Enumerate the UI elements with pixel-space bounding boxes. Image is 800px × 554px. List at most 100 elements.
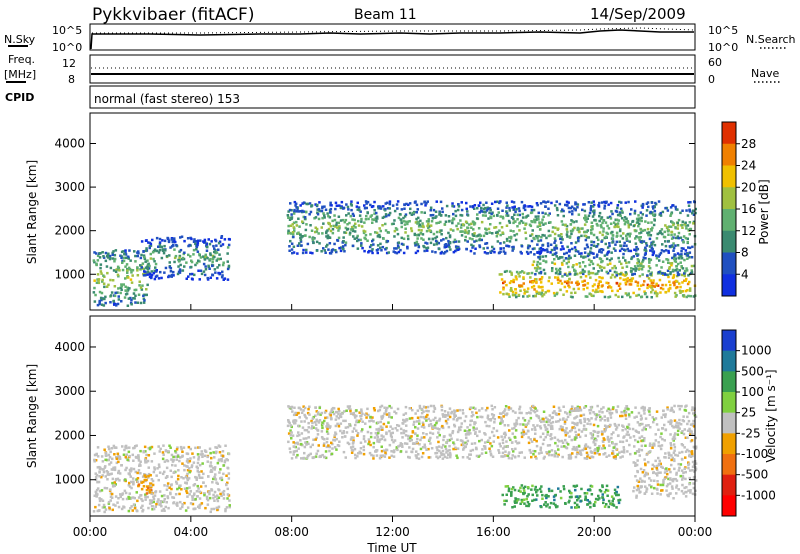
colorbar-segment <box>722 209 736 232</box>
echo-cell <box>349 214 352 218</box>
echo-cell <box>555 292 559 296</box>
echo-cell <box>95 262 98 265</box>
echo-cell <box>329 225 333 228</box>
echo-cell <box>179 456 182 459</box>
echo-cell <box>211 264 214 268</box>
echo-cell <box>410 229 414 233</box>
echo-cell <box>657 255 661 258</box>
echo-cell <box>377 205 380 208</box>
echo-cell <box>453 415 456 419</box>
echo-cell <box>196 495 199 498</box>
echo-cell <box>416 243 420 246</box>
echo-cell <box>321 453 324 457</box>
echo-cell <box>648 407 651 410</box>
echo-cell <box>295 224 299 227</box>
echo-cell <box>134 455 138 459</box>
echo-cell <box>503 424 507 427</box>
echo-cell <box>578 230 581 234</box>
echo-cell <box>182 477 185 480</box>
echo-cell <box>533 410 537 414</box>
echo-cell <box>661 210 665 214</box>
echo-cell <box>373 209 376 212</box>
echo-cell <box>509 407 513 410</box>
echo-cell <box>161 249 165 252</box>
echo-cell <box>185 452 189 455</box>
echo-cell <box>364 233 368 237</box>
echo-cell <box>561 455 564 459</box>
echo-cell <box>549 422 553 425</box>
echo-cell <box>647 205 650 209</box>
echo-cell <box>104 301 107 305</box>
echo-cell <box>649 258 653 262</box>
echo-cell <box>543 272 547 275</box>
echo-cell <box>290 248 294 251</box>
echo-cell <box>425 202 428 205</box>
echo-cell <box>460 223 463 226</box>
echo-cell <box>464 220 468 223</box>
echo-cell <box>535 444 539 448</box>
echo-cell <box>98 471 101 474</box>
echo-cell <box>416 434 419 437</box>
echo-cell <box>432 243 436 246</box>
echo-cell <box>94 459 98 462</box>
echo-cell <box>116 291 119 294</box>
echo-cell <box>127 509 131 513</box>
echo-cell <box>197 259 200 262</box>
echo-cell <box>170 453 174 457</box>
colorbar-segment <box>722 165 736 188</box>
echo-cell <box>94 472 97 475</box>
echo-cell <box>592 203 596 207</box>
echo-cell <box>329 411 332 415</box>
echo-cell <box>536 203 539 207</box>
echo-cell <box>667 288 670 291</box>
echo-cell <box>569 229 573 233</box>
echo-cell <box>111 477 115 481</box>
echo-cell <box>438 449 441 453</box>
echo-cell <box>588 456 592 460</box>
echo-cell <box>685 404 688 407</box>
echo-cell <box>489 452 493 456</box>
echo-cell <box>130 281 134 284</box>
echo-cell <box>646 274 649 277</box>
echo-cell <box>173 256 177 260</box>
echo-cell <box>441 457 445 460</box>
echo-cell <box>598 276 601 279</box>
echo-cell <box>385 246 388 250</box>
echo-cell <box>404 213 408 216</box>
echo-cell <box>108 254 112 258</box>
echo-cell <box>320 436 324 439</box>
echo-cell <box>478 211 481 214</box>
echo-cell <box>223 460 227 464</box>
echo-cell <box>634 429 638 432</box>
echo-cell <box>500 226 504 229</box>
echo-cell <box>500 435 503 438</box>
echo-cell <box>586 229 589 232</box>
echo-cell <box>102 256 106 259</box>
echo-cell <box>652 240 655 244</box>
echo-cell <box>132 459 135 462</box>
echo-cell <box>172 455 175 459</box>
echo-cell <box>527 436 530 439</box>
echo-cell <box>667 249 670 253</box>
echo-cell <box>148 491 152 494</box>
echo-cell <box>612 455 616 459</box>
echo-cell <box>301 426 305 429</box>
echo-cell <box>620 450 624 453</box>
echo-cell <box>134 294 137 297</box>
echo-cell <box>532 208 536 212</box>
echo-cell <box>556 444 559 448</box>
echo-cell <box>103 486 107 490</box>
echo-cell <box>661 272 664 275</box>
echo-cell <box>187 253 190 257</box>
echo-cell <box>530 220 533 223</box>
echo-cell <box>162 251 166 255</box>
echo-cell <box>384 207 387 211</box>
echo-cell <box>99 252 102 255</box>
echo-cell <box>667 225 671 228</box>
echo-cell <box>594 442 597 446</box>
echo-cell <box>453 410 457 413</box>
echo-cell <box>481 214 485 217</box>
echo-cell <box>294 445 297 449</box>
echo-cell <box>448 407 452 410</box>
echo-cell <box>330 417 333 421</box>
